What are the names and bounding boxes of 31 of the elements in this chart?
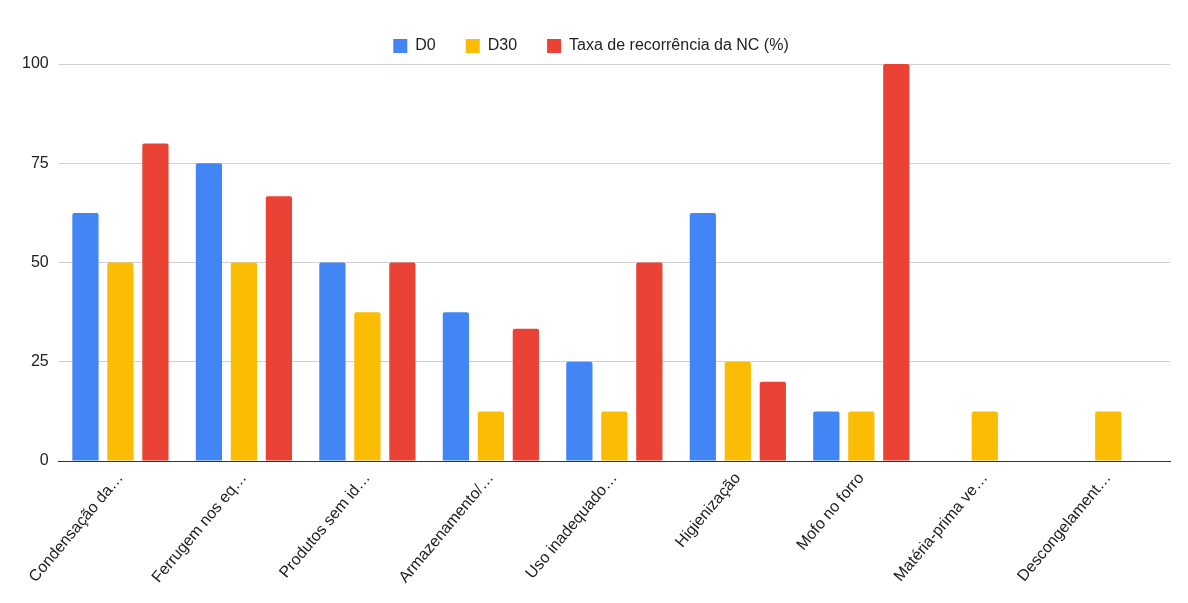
y-tick-label: 0 <box>39 451 49 469</box>
bar <box>566 361 593 461</box>
bar <box>512 328 539 461</box>
bar <box>442 312 469 461</box>
bar <box>195 163 223 461</box>
bar <box>689 212 716 461</box>
bar <box>1095 411 1122 461</box>
bar <box>319 262 346 461</box>
bar <box>848 411 875 461</box>
bar <box>636 262 663 461</box>
bar <box>230 262 258 461</box>
bar <box>601 411 628 461</box>
y-tick-label: 50 <box>30 252 49 270</box>
legend-label: Taxa de recorrência da NC (%) <box>569 36 789 54</box>
bar <box>72 212 99 461</box>
bar <box>724 361 751 461</box>
bar <box>971 411 998 461</box>
legend-label: D0 <box>415 36 436 54</box>
bar <box>354 312 381 461</box>
y-tick-label: 25 <box>30 352 49 370</box>
bar <box>813 411 840 461</box>
bar <box>477 411 504 461</box>
bar <box>389 262 416 461</box>
bar <box>142 143 169 461</box>
bar <box>265 196 293 461</box>
y-tick-label: 100 <box>21 54 49 72</box>
bar <box>107 262 134 461</box>
y-tick-label: 75 <box>30 153 49 171</box>
bar <box>759 381 786 461</box>
bar <box>883 64 910 461</box>
legend-label: D30 <box>487 36 518 54</box>
